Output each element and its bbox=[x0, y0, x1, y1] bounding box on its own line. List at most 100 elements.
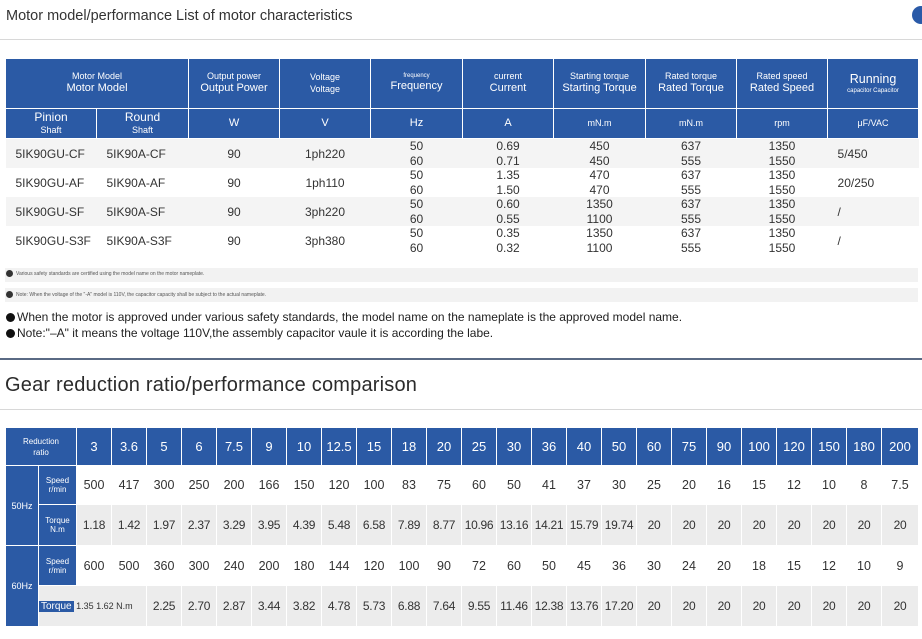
header-power: Output power Output Power bbox=[188, 58, 281, 109]
hz-values: 50 60 bbox=[370, 197, 463, 226]
speed-60-cell: 600 bbox=[76, 545, 112, 586]
header-rated-speed: Rated speed Rated Speed bbox=[736, 58, 829, 109]
speed-60-cell: 144 bbox=[321, 545, 357, 586]
subheader-pinion: Pinion Shaft bbox=[5, 108, 97, 139]
torque-60-cell: 3.82 bbox=[286, 585, 322, 627]
torque-label-2: N.m bbox=[50, 525, 65, 534]
ratio-cell: 40 bbox=[566, 427, 602, 466]
bullet-icon bbox=[6, 291, 13, 298]
header-voltage: Voltage Voltage bbox=[279, 58, 372, 109]
rated-torque-values: 637 555 bbox=[645, 226, 737, 255]
ratio-label-line2: ratio bbox=[33, 447, 49, 457]
torque-50-cell: 8.77 bbox=[426, 504, 462, 546]
start-torque-values: 470 470 bbox=[553, 168, 646, 197]
speed-60-cell: 10 bbox=[846, 545, 882, 586]
speed-50-cell: 30 bbox=[601, 465, 637, 505]
ratio-cell: 18 bbox=[391, 427, 427, 466]
speed-60-cell: 20 bbox=[706, 545, 742, 586]
speed-label-1: Speed bbox=[45, 476, 70, 485]
speed-50-cell: 417 bbox=[111, 465, 147, 505]
ratio-cell: 3 bbox=[76, 427, 112, 466]
round-model: 5IK90A-S3F bbox=[96, 226, 189, 255]
speed-50-cell: 500 bbox=[76, 465, 112, 505]
scroll-indicator-icon[interactable] bbox=[912, 6, 922, 24]
torque-50-cell: 20 bbox=[881, 504, 919, 546]
speed-60-cell: 60 bbox=[496, 545, 532, 586]
torque-60-cell: 13.76 bbox=[566, 585, 602, 627]
speed-50-cell: 300 bbox=[146, 465, 182, 505]
divider bbox=[0, 39, 922, 40]
note-strip bbox=[5, 288, 918, 302]
speed-label-1: Speed bbox=[45, 556, 70, 566]
torque-50-cell: 20 bbox=[636, 504, 672, 546]
torque-50-cell: 10.96 bbox=[461, 504, 497, 546]
round-model: 5IK90A-SF bbox=[96, 197, 189, 226]
speed-60-cell: 200 bbox=[251, 545, 287, 586]
cap-value: / bbox=[827, 197, 919, 226]
table-row: 5IK90GU-SF 5IK90A-SF 90 3ph220 50 60 0.60… bbox=[5, 197, 919, 226]
header-running-capacitor: Running capacitor Capacitor bbox=[827, 58, 920, 109]
current-values: 0.60 0.55 bbox=[462, 197, 554, 226]
header-frequency: frequency Frequency bbox=[370, 58, 464, 109]
torque-60-cell: 2.70 bbox=[181, 585, 217, 627]
speed-60-cell: 500 bbox=[111, 545, 147, 586]
hz-values: 50 60 bbox=[370, 226, 463, 255]
torque-60-cell: 20 bbox=[811, 585, 847, 627]
header-starting-torque: Starting torque Starting Torque bbox=[553, 58, 647, 109]
ratio-cell: 6 bbox=[181, 427, 217, 466]
torque-60-cell: 20 bbox=[671, 585, 707, 627]
ratio-cell: 3.6 bbox=[111, 427, 147, 466]
ratio-cell: 10 bbox=[286, 427, 322, 466]
torque-60-cell: 12.38 bbox=[531, 585, 567, 627]
torque-60-mixed-values: 1.35 1.62 N.m bbox=[73, 600, 133, 611]
pinion-model: 5IK90GU-AF bbox=[5, 168, 97, 197]
torque-60-cell: 2.25 bbox=[146, 585, 182, 627]
motor-characteristics-table: Motor Model Motor Model Output power Out… bbox=[4, 58, 920, 255]
torque-50-cell: 1.97 bbox=[146, 504, 182, 546]
start-torque-values: 450 450 bbox=[553, 138, 646, 168]
speed-60-cell: 120 bbox=[356, 545, 392, 586]
torque-50-cell: 13.16 bbox=[496, 504, 532, 546]
speed-60-cell: 15 bbox=[776, 545, 812, 586]
subheader-cap: μF/VAC bbox=[827, 108, 920, 139]
speed-50-cell: 50 bbox=[496, 465, 532, 505]
torque-50-cell: 14.21 bbox=[531, 504, 567, 546]
speed-60-cell: 300 bbox=[181, 545, 217, 586]
ratio-cell: 15 bbox=[356, 427, 392, 466]
note-strip bbox=[5, 268, 918, 282]
speed-50-cell: 120 bbox=[321, 465, 357, 505]
speed-60-cell: 12 bbox=[811, 545, 847, 586]
current-values: 1.35 1.50 bbox=[462, 168, 554, 197]
speed-label-2: r/min bbox=[48, 565, 67, 575]
speed-50-cell: 7.5 bbox=[881, 465, 919, 505]
divider bbox=[0, 358, 922, 360]
ratio-cell: 180 bbox=[846, 427, 882, 466]
bullet-icon bbox=[6, 329, 15, 338]
torque-60-cell: 2.87 bbox=[216, 585, 252, 627]
speed-60-cell: 360 bbox=[146, 545, 182, 586]
speed-label: Speed r/min bbox=[38, 545, 77, 586]
speed-60-cell: 240 bbox=[216, 545, 252, 586]
torque-60-cell: 17.20 bbox=[601, 585, 637, 627]
power-value: 90 bbox=[188, 168, 280, 197]
divider bbox=[0, 409, 922, 410]
rpm-values: 1350 1550 bbox=[736, 226, 828, 255]
torque-50-cell: 2.37 bbox=[181, 504, 217, 546]
current-values: 0.35 0.32 bbox=[462, 226, 554, 255]
rated-torque-values: 637 555 bbox=[645, 168, 737, 197]
torque-50-cell: 3.95 bbox=[251, 504, 287, 546]
voltage-value: 3ph220 bbox=[279, 197, 371, 226]
voltage-value: 1ph110 bbox=[279, 168, 371, 197]
note-1: When the motor is approved under various… bbox=[6, 310, 682, 324]
torque-50-cell: 6.58 bbox=[356, 504, 392, 546]
ratio-cell: 75 bbox=[671, 427, 707, 466]
torque-50-cell: 20 bbox=[741, 504, 777, 546]
speed-60-cell: 24 bbox=[671, 545, 707, 586]
rated-torque-values: 637 555 bbox=[645, 197, 737, 226]
torque-50-cell: 20 bbox=[706, 504, 742, 546]
speed-50-cell: 20 bbox=[671, 465, 707, 505]
speed-50-cell: 37 bbox=[566, 465, 602, 505]
hz-values: 50 60 bbox=[370, 138, 463, 168]
ratio-cell: 30 bbox=[496, 427, 532, 466]
ratio-cell: 100 bbox=[741, 427, 777, 466]
